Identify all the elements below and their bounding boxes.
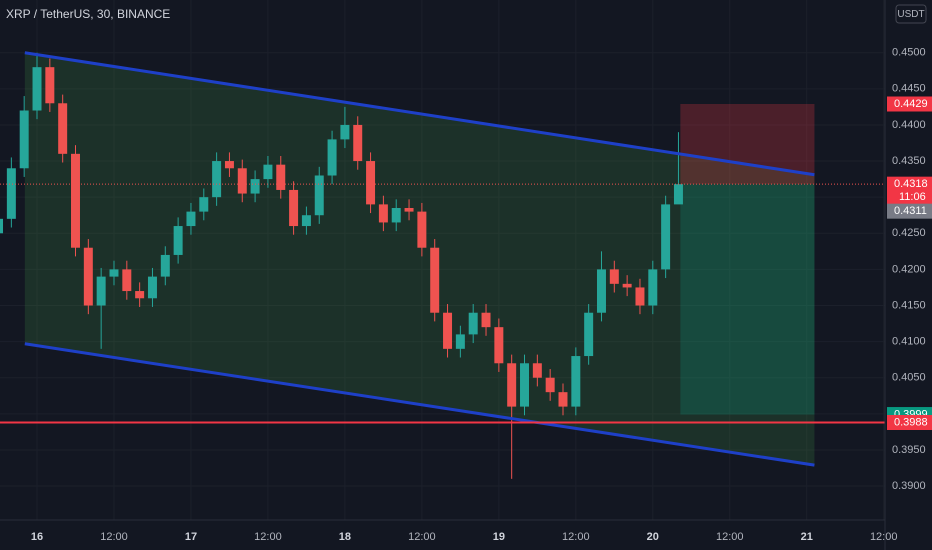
candle-body (301, 215, 311, 227)
candle-body (160, 254, 170, 277)
x-tick-label: 19 (493, 531, 505, 543)
y-tick-label: 0.3900 (892, 480, 926, 492)
candle-body (596, 269, 606, 313)
x-tick-label: 12:00 (562, 531, 590, 543)
price-badge (887, 203, 932, 219)
candle-body (19, 110, 29, 169)
candle-body (58, 103, 68, 154)
candle-body (122, 269, 132, 292)
x-tick-label: 12:00 (100, 531, 128, 543)
candle-body (443, 312, 453, 349)
chart-title: XRP / TetherUS, 30, BINANCE (6, 7, 170, 21)
price-label: 0.3988 (894, 416, 928, 428)
candle-body (520, 363, 529, 407)
candle-body (237, 168, 247, 194)
candle-body (661, 204, 671, 270)
candle-body (558, 392, 568, 407)
candle-body (584, 312, 594, 357)
candle-body (45, 67, 55, 104)
candle-body (276, 164, 286, 190)
candle-body (135, 291, 145, 299)
channel-fill (24, 52, 815, 466)
price-label: 0.4318 (894, 178, 928, 190)
candle-body (507, 363, 517, 407)
y-tick-label: 0.4100 (892, 336, 926, 348)
candle-body (199, 197, 209, 212)
x-tick-label: 20 (647, 531, 659, 543)
candle-body (83, 247, 93, 306)
price-label: 0.4429 (894, 98, 928, 110)
y-tick-label: 0.4450 (892, 83, 926, 95)
candle-body (224, 161, 234, 169)
candle-body (0, 218, 4, 234)
plot-area (0, 51, 885, 479)
candle-body (391, 208, 401, 223)
candle-body (340, 124, 350, 140)
candle-body (430, 247, 440, 313)
candle-body (532, 363, 542, 378)
candle-body (186, 211, 196, 227)
y-tick-label: 0.4200 (892, 263, 926, 275)
y-tick-label: 0.4500 (892, 47, 926, 59)
y-tick-label: 0.4350 (892, 155, 926, 167)
y-tick-label: 0.4400 (892, 119, 926, 131)
price-label: 0.4311 (894, 205, 927, 217)
candle-body (353, 124, 363, 162)
candle-body (468, 312, 478, 335)
candle-body (6, 168, 16, 219)
x-tick-label: 18 (339, 531, 351, 543)
target-zone (680, 184, 815, 415)
x-tick-label: 12:00 (716, 531, 744, 543)
candle-body (327, 139, 337, 176)
currency[interactable]: USDT (897, 9, 924, 20)
candle-body (494, 327, 504, 364)
price-badge (887, 96, 932, 112)
candle-body (545, 377, 555, 393)
candle-body (455, 334, 465, 349)
countdown: 11:06 (899, 191, 926, 203)
candle-body (32, 67, 42, 111)
candle-body (648, 269, 658, 306)
candle-body (263, 164, 273, 180)
y-tick-label: 0.3950 (892, 444, 926, 456)
x-tick-label: 12:00 (408, 531, 436, 543)
candle-body (622, 283, 632, 288)
candle-body (314, 175, 324, 216)
price-badge (887, 415, 932, 430)
channel-upper (24, 51, 815, 177)
candle-body (571, 356, 581, 407)
candle-body (635, 287, 645, 306)
candle-body (481, 312, 491, 328)
channel-lower (24, 342, 815, 467)
x-tick-label: 17 (185, 531, 197, 543)
x-tick-label: 16 (31, 531, 43, 543)
candle-body (147, 276, 157, 299)
price-badge (887, 176, 932, 205)
currency-box[interactable] (895, 4, 927, 24)
candle-body (250, 179, 260, 194)
y-tick-label: 0.4250 (892, 227, 926, 239)
candle-body (366, 161, 376, 205)
x-tick-label: 12:00 (870, 531, 898, 543)
candle-body (289, 189, 299, 227)
candle-body (173, 226, 183, 255)
candle-body (404, 208, 414, 212)
y-tick-label: 0.4150 (892, 299, 926, 311)
candle-body (96, 276, 106, 306)
candle-body (417, 211, 427, 248)
candle-body (378, 204, 388, 223)
candle-body (673, 184, 683, 205)
candle-body (609, 269, 619, 284)
candle-body (212, 161, 222, 198)
x-tick-label: 21 (801, 531, 813, 543)
candle-body (71, 153, 80, 248)
x-tick-label: 12:00 (254, 531, 282, 543)
y-tick-label: 0.4050 (892, 372, 926, 384)
candle-body (109, 269, 119, 277)
